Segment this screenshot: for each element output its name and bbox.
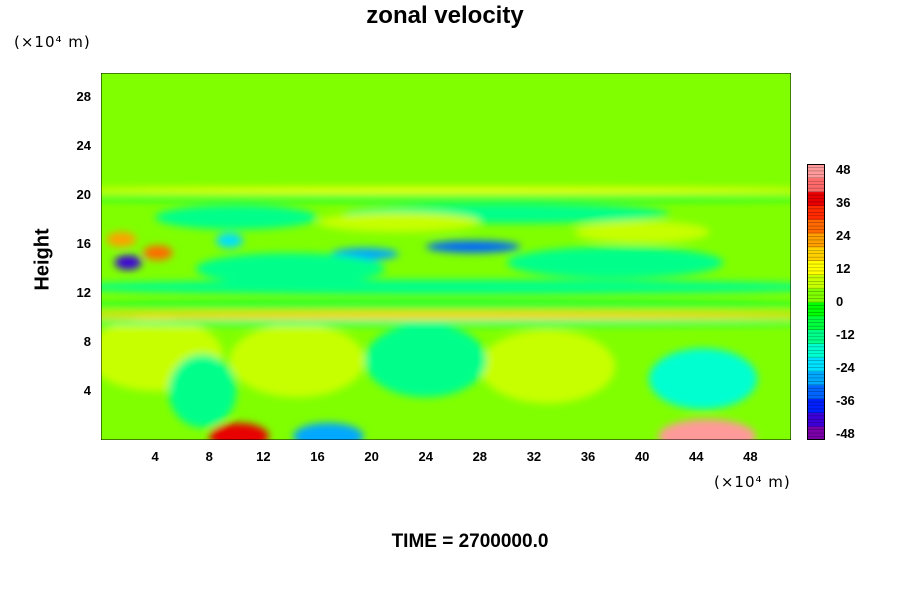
velocity-feature-10	[168, 354, 237, 428]
colorbar-band	[807, 302, 825, 317]
velocity-feature-27	[101, 194, 791, 202]
colorbar-tick-label: 36	[836, 195, 851, 210]
colorbar-band	[807, 233, 825, 248]
velocity-feature-7	[479, 329, 616, 404]
colorbar-band	[807, 177, 825, 193]
y-tick-label: 20	[76, 187, 91, 203]
velocity-feature-0	[209, 422, 269, 440]
colorbar-tick-label: -24	[836, 360, 855, 375]
x-tick-label: 36	[580, 449, 596, 464]
colorbar-band	[807, 343, 825, 358]
colorbar-tick-label: -36	[836, 393, 855, 408]
velocity-feature-8	[364, 323, 487, 398]
y-axis-unit: (×10⁴ m)	[14, 33, 91, 51]
x-tick-label: 32	[526, 449, 542, 464]
chart-title: zonal velocity	[366, 2, 524, 29]
colorbar-frame	[807, 164, 825, 440]
x-tick-label: 24	[418, 449, 433, 464]
x-tick-label: 12	[256, 449, 271, 464]
colorbar-band	[807, 398, 825, 413]
velocity-feature-25	[101, 301, 791, 310]
colorbar-band	[807, 219, 825, 234]
colorbar-band	[807, 288, 825, 303]
velocity-feature-16	[216, 233, 244, 248]
colorbar-band	[807, 191, 825, 206]
colorbar-band	[807, 274, 825, 289]
colorbar-band	[807, 412, 825, 427]
x-axis-unit: (×10⁴ m)	[714, 473, 791, 491]
colorbar	[807, 164, 825, 440]
y-tick-label: 12	[76, 285, 91, 301]
colorbar-tick-label: -12	[836, 327, 855, 342]
y-tick-label: 8	[83, 334, 91, 350]
colorbar-band	[807, 260, 825, 275]
velocity-feature-21	[574, 221, 710, 244]
colorbar-band	[807, 371, 825, 386]
zonal-velocity-plot	[101, 73, 791, 440]
velocity-feature-11	[114, 255, 142, 270]
x-tick-label: 4	[151, 449, 159, 464]
x-tick-label: 16	[310, 449, 325, 464]
y-tick-label: 4	[83, 383, 91, 399]
x-tick-label: 40	[634, 449, 650, 464]
velocity-feature-18	[506, 246, 724, 279]
colorbar-tick-label: -48	[836, 426, 855, 441]
velocity-feature-22	[317, 212, 480, 233]
velocity-feature-6	[229, 323, 365, 398]
velocity-feature-2	[293, 422, 364, 440]
velocity-feature-9	[648, 348, 758, 410]
colorbar-band	[807, 426, 825, 440]
colorbar-band	[807, 315, 825, 331]
velocity-feature-1	[658, 419, 756, 440]
velocity-feature-23	[101, 310, 791, 320]
colorbar-tick-label: 0	[836, 294, 844, 309]
velocity-feature-13	[106, 232, 137, 247]
colorbar-band	[807, 164, 825, 179]
velocity-features	[101, 187, 791, 440]
x-tick-label: 8	[205, 449, 213, 464]
velocity-feature-14	[425, 240, 521, 253]
colorbar-tick-label: 24	[836, 228, 851, 243]
velocity-feature-20	[155, 205, 318, 230]
velocity-feature-17	[195, 252, 386, 285]
colorbar-tick-label: 12	[836, 261, 851, 276]
colorbar-tick-label: 48	[836, 162, 851, 177]
velocity-feature-12	[142, 245, 173, 261]
colorbar-band	[807, 246, 825, 262]
velocity-feature-24	[101, 319, 791, 326]
x-tick-label: 28	[472, 449, 488, 464]
velocity-feature-26	[101, 187, 791, 194]
y-tick-label: 16	[76, 236, 91, 252]
colorbar-band	[807, 329, 825, 344]
x-tick-label: 48	[743, 449, 758, 464]
y-tick-label: 24	[76, 138, 91, 154]
colorbar-band	[807, 205, 825, 220]
colorbar-band	[807, 357, 825, 372]
y-tick-label: 28	[76, 89, 91, 105]
time-label: TIME = 2700000.0	[391, 531, 549, 552]
velocity-feature-28	[101, 279, 791, 295]
colorbar-band	[807, 384, 825, 400]
x-tick-label: 20	[364, 449, 379, 464]
x-tick-label: 44	[689, 449, 704, 464]
